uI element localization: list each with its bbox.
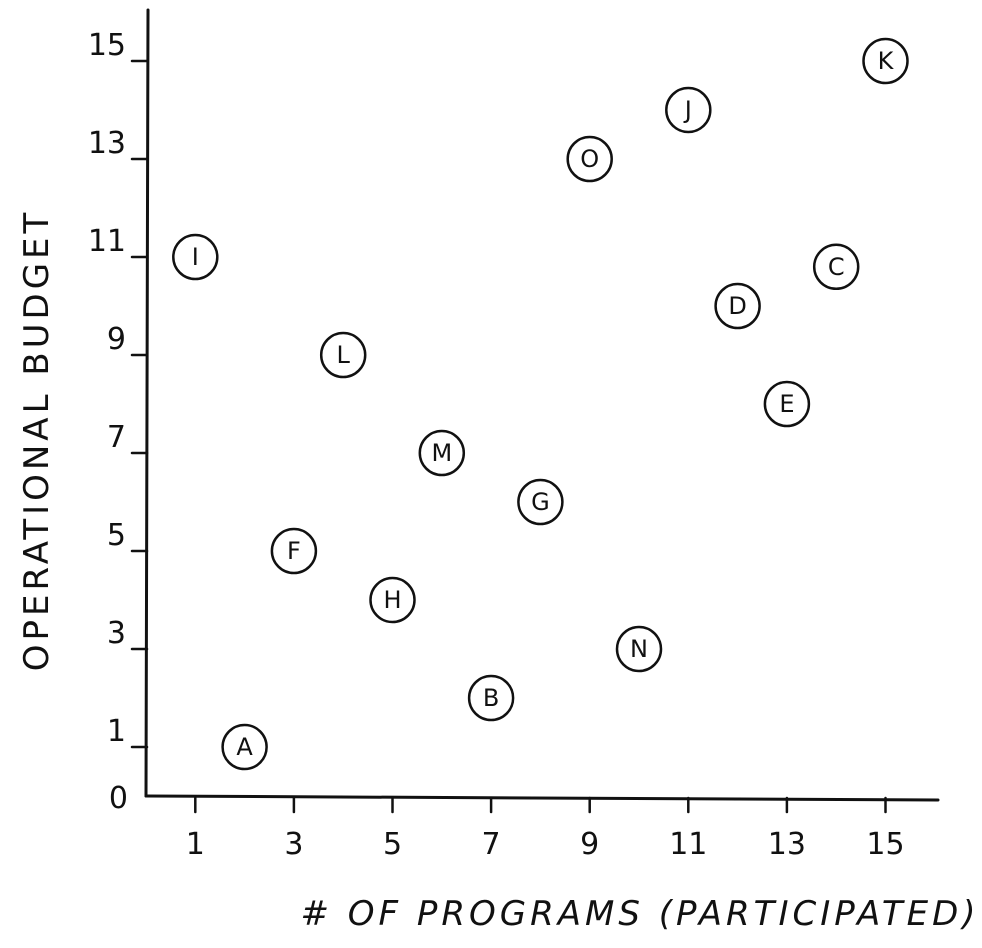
y-tick-label: 13: [88, 126, 126, 161]
x-tick-label: 13: [768, 827, 806, 862]
data-point-c: C: [812, 243, 860, 291]
data-point-i: I: [172, 233, 219, 281]
y-tick-label: 9: [107, 322, 126, 357]
data-point-k: K: [862, 37, 909, 85]
point-label: O: [580, 145, 599, 173]
data-point-a: A: [221, 723, 268, 771]
point-marker: [665, 86, 712, 134]
x-axis-label: # OF PROGRAMS (PARTICIPATED): [300, 894, 979, 934]
y-tick-label: 15: [88, 28, 126, 63]
data-point-e: E: [763, 380, 811, 428]
point-marker: [270, 527, 318, 575]
y-tick-label: 3: [107, 616, 126, 651]
data-point-g: G: [517, 478, 564, 526]
point-label: I: [192, 243, 199, 271]
data-point-o: O: [566, 135, 613, 183]
data-point-n: N: [615, 625, 663, 673]
point-marker: [862, 37, 909, 85]
point-label: A: [236, 733, 253, 761]
point-marker: [615, 625, 663, 673]
point-label: B: [483, 684, 499, 712]
data-points: A B C D E F G H I J K L M N O: [172, 37, 909, 771]
y-axis-label: OPERATIONAL BUDGET: [17, 209, 57, 672]
y-tick-label: 0: [109, 781, 128, 816]
x-tick-label: 5: [383, 827, 402, 862]
point-label: D: [728, 292, 746, 320]
x-tick-label: 1: [186, 827, 205, 862]
y-axis: [144, 8, 150, 798]
point-marker: [566, 135, 613, 183]
y-tick-label: 11: [88, 224, 126, 259]
point-marker: [221, 723, 268, 771]
y-tick-label: 7: [107, 420, 126, 455]
point-label: G: [531, 488, 550, 516]
point-label: F: [287, 537, 301, 565]
data-point-b: B: [467, 674, 515, 722]
point-label: N: [630, 635, 648, 663]
point-marker: [467, 674, 515, 722]
data-point-d: D: [714, 282, 761, 330]
point-marker: [763, 380, 811, 428]
point-marker: [714, 282, 761, 330]
point-label: C: [828, 253, 845, 281]
point-marker: [369, 576, 416, 624]
point-marker: [812, 243, 860, 291]
y-tick-label: 5: [107, 518, 126, 553]
point-label: E: [779, 390, 794, 418]
data-point-f: F: [270, 527, 318, 575]
point-label: K: [878, 47, 895, 75]
point-label: L: [337, 341, 351, 369]
point-label: M: [431, 439, 452, 467]
data-point-l: L: [319, 331, 367, 379]
point-marker: [319, 331, 367, 379]
point-marker: [418, 429, 466, 477]
point-marker: [172, 233, 219, 281]
point-marker: [517, 478, 564, 526]
point-label: H: [383, 586, 401, 614]
data-point-h: H: [369, 576, 416, 624]
data-point-m: M: [418, 429, 466, 477]
x-tick-label: 3: [284, 827, 303, 862]
x-ticks: 1 3 5 7 9 11 13 15: [186, 796, 905, 862]
x-tick-label: 9: [580, 827, 599, 862]
point-label: J: [683, 96, 692, 124]
x-tick-label: 15: [866, 827, 904, 862]
x-tick-label: 11: [669, 827, 707, 862]
data-point-j: J: [665, 86, 712, 134]
x-axis: [144, 794, 940, 802]
x-tick-label: 7: [482, 827, 501, 862]
y-tick-label: 1: [107, 714, 126, 749]
